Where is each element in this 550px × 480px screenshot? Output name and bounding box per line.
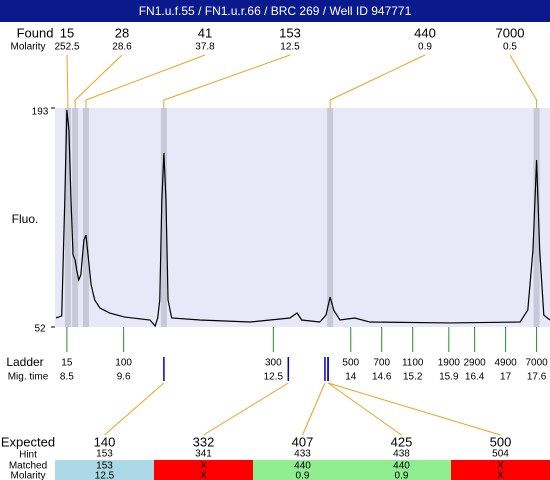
- match-cell: [253, 460, 352, 480]
- found-molarity: 37.8: [195, 42, 215, 53]
- molarity-label: Molarity: [10, 471, 45, 480]
- matched-molarity: 0.9: [395, 471, 409, 480]
- header-bar: [0, 0, 550, 22]
- ladder-size: 100: [115, 358, 132, 369]
- matched-label: Matched: [9, 461, 47, 472]
- ladder-size: 4900: [494, 358, 517, 369]
- matched-molarity: 12.5: [95, 471, 115, 480]
- ladder-time: 17: [500, 372, 512, 383]
- matched-size: 440: [393, 461, 410, 472]
- hint-size: 438: [393, 449, 410, 460]
- ladder-time: 16.4: [465, 372, 485, 383]
- found-molarity: 252.5: [54, 42, 79, 53]
- y-axis-label: Fluo.: [12, 212, 39, 226]
- matched-size: X: [497, 461, 504, 472]
- peak-leader: [329, 54, 426, 108]
- matched-molarity: 0.9: [296, 471, 310, 480]
- ladder-time: 15.2: [403, 372, 423, 383]
- peak-band: [533, 108, 540, 327]
- expected-size: 332: [193, 434, 215, 449]
- expected-size: 425: [391, 434, 413, 449]
- hint-size: 153: [96, 449, 113, 460]
- matched-molarity: X: [200, 471, 207, 480]
- found-size: 15: [60, 25, 74, 40]
- found-size: 440: [414, 25, 436, 40]
- ladder-size: 15: [61, 358, 73, 369]
- peak-band: [82, 108, 89, 327]
- found-molarity: 12.5: [280, 42, 300, 53]
- ladder-time: 14.6: [372, 372, 392, 383]
- expected-leader: [327, 382, 402, 436]
- expected-size: 140: [94, 434, 116, 449]
- peak-leader: [74, 54, 123, 108]
- found-label: Found: [17, 25, 54, 40]
- ladder-time: 12.5: [264, 372, 284, 383]
- matched-size: 440: [294, 461, 311, 472]
- ladder-size: 7000: [525, 358, 548, 369]
- expected-size: 500: [490, 434, 512, 449]
- ladder-size: 700: [373, 358, 390, 369]
- match-cell: [352, 460, 451, 480]
- hint-label: Hint: [19, 450, 37, 461]
- hint-size: 504: [492, 449, 509, 460]
- matched-size: 153: [96, 461, 113, 472]
- found-molarity: 0.9: [418, 42, 432, 53]
- found-molarity: 0.5: [503, 42, 517, 53]
- mig-time-label: Mig. time: [8, 372, 49, 383]
- peak-band: [160, 108, 167, 327]
- ladder-size: 300: [265, 358, 282, 369]
- expected-leader: [302, 382, 326, 436]
- ladder-label: Ladder: [6, 355, 43, 369]
- expected-leader: [104, 382, 165, 436]
- ladder-time: 15.9: [439, 372, 459, 383]
- ladder-time: 8.5: [60, 372, 74, 383]
- expected-size: 407: [292, 434, 314, 449]
- found-size: 7000: [496, 25, 525, 40]
- ladder-size: 1900: [438, 358, 461, 369]
- expected-leader: [327, 382, 501, 436]
- y-tick-label: 193: [32, 107, 49, 118]
- peak-band: [72, 108, 79, 327]
- ladder-time: 14: [345, 372, 357, 383]
- peak-leader: [85, 54, 206, 108]
- found-molarity-label: Molarity: [10, 42, 45, 53]
- hint-size: 433: [294, 449, 311, 460]
- match-cell: [154, 460, 253, 480]
- peak-leader: [66, 54, 69, 108]
- peak-band: [64, 108, 71, 327]
- found-size: 153: [279, 25, 301, 40]
- peak-leader: [163, 54, 291, 108]
- y-tick-label: 52: [34, 324, 46, 335]
- matched-molarity: X: [497, 471, 504, 480]
- ladder-time: 9.6: [117, 372, 131, 383]
- ladder-time: 17.6: [527, 372, 547, 383]
- expected-leader: [203, 382, 289, 436]
- plot-area: [55, 108, 550, 327]
- found-molarity: 28.6: [112, 42, 132, 53]
- peak-band: [327, 108, 334, 327]
- found-size: 41: [198, 25, 212, 40]
- matched-size: X: [200, 461, 207, 472]
- match-cell: [55, 460, 154, 480]
- hint-size: 341: [195, 449, 212, 460]
- header-title: FN1.u.f.55 / FN1.u.r.66 / BRC 269 / Well…: [139, 4, 412, 18]
- trace: [55, 109, 550, 328]
- expected-label: Expected: [1, 434, 55, 449]
- found-size: 28: [115, 25, 129, 40]
- match-cell: [451, 460, 550, 480]
- ladder-size: 2900: [464, 358, 487, 369]
- ladder-size: 500: [342, 358, 359, 369]
- peak-leader: [509, 54, 538, 108]
- ladder-size: 1100: [402, 358, 424, 369]
